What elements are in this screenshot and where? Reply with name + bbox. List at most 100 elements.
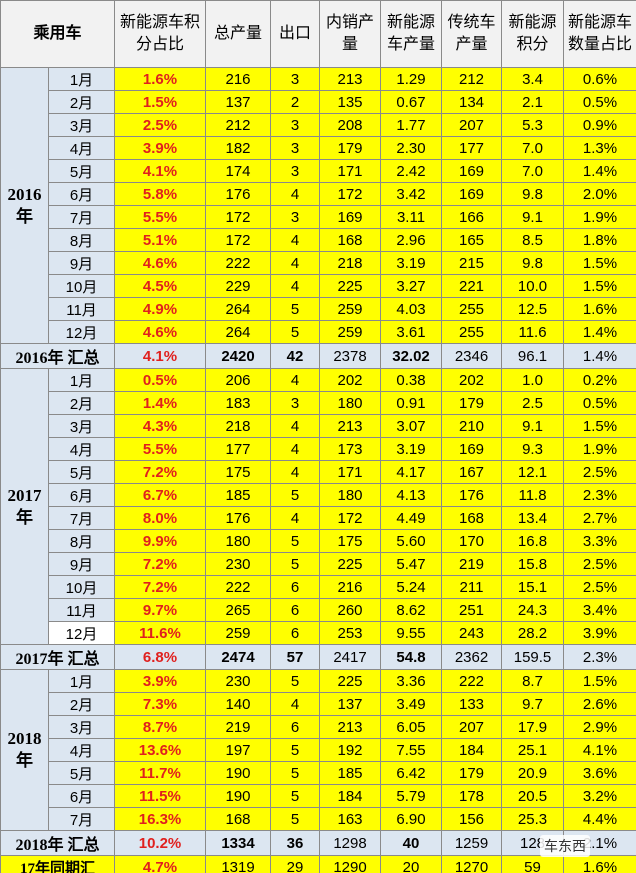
value-cell: 6	[270, 575, 321, 599]
value-cell: 7.55	[380, 738, 443, 762]
value-cell: 2.0%	[563, 182, 636, 206]
value-cell: 2.6%	[563, 692, 636, 716]
value-cell: 163	[319, 807, 382, 831]
value-cell: 175	[205, 460, 272, 484]
value-cell: 255	[441, 320, 503, 344]
data-row: 2017年 1月 0.5% 206 4 202 0.38 202 1.0 0.2%	[0, 368, 636, 645]
value-cell: 3.4	[501, 67, 565, 91]
value-cell: 260	[319, 598, 382, 622]
footer-cell: 4.7%	[114, 855, 207, 873]
value-cell: 167	[441, 460, 503, 484]
value-cell: 207	[441, 715, 503, 739]
value-cell: 176	[205, 506, 272, 530]
value-cell: 9.8	[501, 182, 565, 206]
summary-label: 2016年 汇总	[0, 343, 116, 369]
value-cell: 2.30	[380, 136, 443, 160]
value-cell: 1.6%	[114, 67, 207, 91]
value-cell: 219	[205, 715, 272, 739]
value-cell: 2.9%	[563, 715, 636, 739]
header-cell: 新能源车产量	[380, 0, 443, 68]
value-cell: 3.9%	[563, 621, 636, 645]
value-cell: 2.5%	[563, 552, 636, 576]
data-row: 5月 4.1% 174 3 171 2.42 169 7.0 1.4%	[1, 159, 636, 183]
value-cell: 2.5	[501, 391, 565, 415]
value-cell: 5	[270, 552, 321, 576]
value-cell: 12.5	[501, 297, 565, 321]
value-cell: 5	[270, 529, 321, 553]
value-cell: 165	[441, 228, 503, 252]
data-row: 5月 11.7% 190 5 185 6.42 179 20.9 3.6%	[1, 761, 636, 785]
value-cell: 212	[205, 113, 272, 137]
value-cell: 2.42	[380, 159, 443, 183]
value-cell: 4	[270, 228, 321, 252]
value-cell: 1.5%	[563, 669, 636, 693]
summary-label: 2018年 汇总	[0, 830, 116, 856]
summary-cell: 1259	[441, 830, 503, 856]
value-cell: 206	[205, 368, 272, 392]
value-cell: 13.6%	[114, 738, 207, 762]
value-cell: 7.2%	[114, 460, 207, 484]
value-cell: 222	[441, 669, 503, 693]
header-cell: 新能源车积分占比	[114, 0, 207, 68]
data-row: 2018年 1月 3.9% 230 5 225 3.36 222 8.7 1.5%	[0, 669, 636, 831]
month-cell: 6月	[47, 784, 116, 808]
summary-cell: 10.2%	[114, 830, 207, 856]
data-row: 2016年 1月 1.6% 216 3 213 1.29 212 3.4 0.6%	[0, 67, 636, 344]
value-cell: 190	[205, 761, 272, 785]
value-cell: 5.5%	[114, 205, 207, 229]
value-cell: 216	[205, 67, 272, 91]
month-cell: 1月	[47, 669, 116, 693]
value-cell: 230	[205, 669, 272, 693]
value-cell: 166	[441, 205, 503, 229]
value-cell: 5.5%	[114, 437, 207, 461]
value-cell: 1.5%	[114, 90, 207, 114]
value-cell: 0.2%	[563, 368, 636, 392]
value-cell: 4.3%	[114, 414, 207, 438]
value-cell: 0.91	[380, 391, 443, 415]
value-cell: 9.1	[501, 414, 565, 438]
value-cell: 182	[205, 136, 272, 160]
value-cell: 3.07	[380, 414, 443, 438]
value-cell: 9.9%	[114, 529, 207, 553]
value-cell: 5	[270, 320, 321, 344]
value-cell: 2.5%	[114, 113, 207, 137]
value-cell: 6	[270, 598, 321, 622]
value-cell: 6.42	[380, 761, 443, 785]
month-cell: 3月	[47, 113, 116, 137]
value-cell: 3	[270, 136, 321, 160]
value-cell: 211	[441, 575, 503, 599]
header-cell: 乘用车	[0, 0, 116, 68]
value-cell: 229	[205, 274, 272, 298]
value-cell: 140	[205, 692, 272, 716]
value-cell: 9.7%	[114, 598, 207, 622]
value-cell: 13.4	[501, 506, 565, 530]
value-cell: 5	[270, 669, 321, 693]
value-cell: 225	[319, 552, 382, 576]
value-cell: 171	[319, 460, 382, 484]
value-cell: 210	[441, 414, 503, 438]
value-cell: 9.55	[380, 621, 443, 645]
value-cell: 208	[319, 113, 382, 137]
data-row: 3月 4.3% 218 4 213 3.07 210 9.1 1.5%	[1, 414, 636, 438]
value-cell: 1.8%	[563, 228, 636, 252]
footer-cell: 20	[380, 855, 443, 873]
month-cell: 3月	[47, 414, 116, 438]
header-cell: 新能源车数量占比	[563, 0, 636, 68]
value-cell: 5.3	[501, 113, 565, 137]
value-cell: 1.3%	[563, 136, 636, 160]
value-cell: 172	[319, 506, 382, 530]
footer-cell: 1319	[205, 855, 272, 873]
value-cell: 185	[205, 483, 272, 507]
value-cell: 192	[319, 738, 382, 762]
value-cell: 169	[441, 437, 503, 461]
value-cell: 253	[319, 621, 382, 645]
value-cell: 222	[205, 575, 272, 599]
value-cell: 183	[205, 391, 272, 415]
value-cell: 5.24	[380, 575, 443, 599]
value-cell: 0.67	[380, 90, 443, 114]
value-cell: 8.5	[501, 228, 565, 252]
value-cell: 1.5%	[563, 274, 636, 298]
watermark: 车东西	[540, 835, 590, 857]
value-cell: 135	[319, 90, 382, 114]
